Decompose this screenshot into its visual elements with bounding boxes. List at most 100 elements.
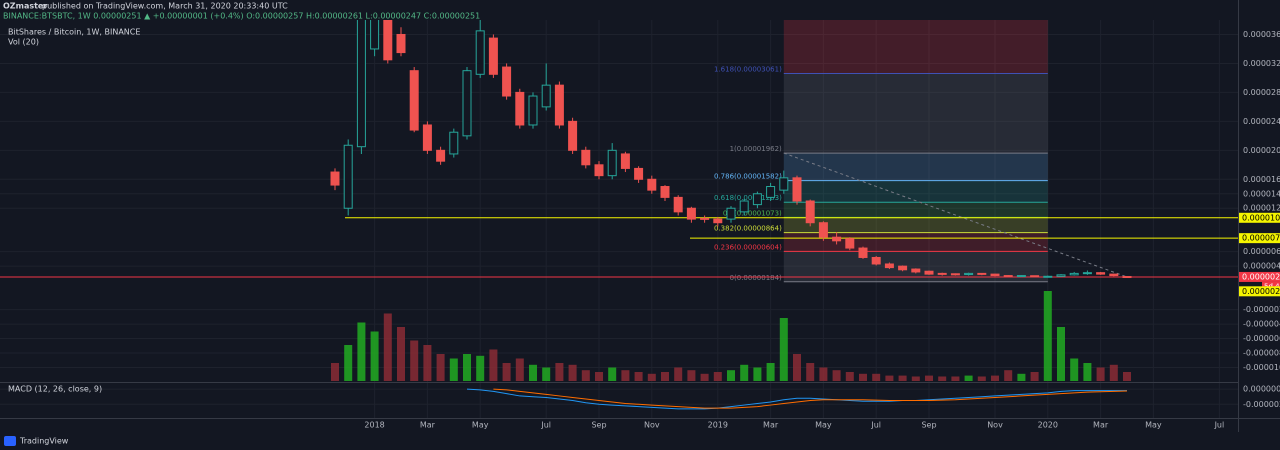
candle-body [1109, 273, 1119, 277]
fib-label: 0.618(0.00001283) [714, 194, 782, 202]
candle-body [1056, 274, 1066, 277]
y-tick-label: -0.00000200 [1243, 305, 1280, 314]
logo[interactable]: TradingView [19, 437, 69, 446]
volume-bar [608, 367, 617, 381]
candle-body [1030, 275, 1040, 278]
volume-bar [951, 376, 960, 381]
y-tick-label: 0.00002000 [1243, 146, 1280, 155]
candle-body [977, 272, 987, 275]
volume-bar [1123, 372, 1131, 381]
author: OZmaster [3, 2, 47, 11]
volume-bar [700, 373, 709, 381]
x-tick-label: Sep [591, 421, 606, 430]
candle-body [1043, 275, 1053, 278]
fib-band [783, 153, 1048, 181]
quote: BINANCE:BTSBTC, 1W 0.00000251 ▲ +0.00000… [3, 12, 480, 21]
volume-bar [581, 370, 590, 381]
volume-bar [397, 327, 405, 381]
candle-body [871, 256, 881, 265]
fib-band [783, 73, 1048, 154]
candle-body [581, 149, 591, 166]
candle-body [937, 272, 947, 275]
macd-label: MACD (12, 26, close, 9) [8, 385, 102, 394]
volume-bar [753, 367, 762, 381]
volume-bar [1043, 291, 1052, 381]
y-tick-label: -0.00000400 [1243, 320, 1280, 329]
volume-bar [885, 375, 894, 381]
volume-bar [925, 375, 933, 381]
y-tick-label: 0.00003600 [1243, 30, 1280, 39]
published: published on TradingView.com, March 31, … [42, 2, 288, 11]
grid [0, 20, 1238, 418]
candle-body [911, 268, 921, 273]
candle-body [845, 238, 855, 249]
volume-bar [819, 367, 828, 381]
y-tick-label: 0.00003200 [1243, 59, 1280, 68]
volume-bar [674, 367, 683, 381]
volume-bar [806, 363, 815, 381]
volume-bar [859, 373, 867, 381]
candle-body [884, 263, 894, 269]
volume-bar [872, 373, 881, 381]
candle-body [858, 247, 868, 258]
candle-body [739, 200, 749, 213]
x-tick-label: 2020 [1038, 421, 1058, 430]
volume-bar [331, 363, 339, 381]
candle-body [779, 177, 789, 191]
macd-line [466, 388, 1127, 410]
candle-body [990, 273, 1000, 277]
candle-body [515, 91, 525, 126]
candle-body [924, 270, 934, 275]
volume-bar [344, 345, 353, 381]
y-tick-label: 0.00000600 [1243, 247, 1280, 256]
volume-bar [542, 367, 551, 381]
candle-body [792, 177, 802, 202]
x-tick-label: Nov [644, 421, 660, 430]
fib-label: 1(0.00001962) [730, 145, 782, 153]
volume-bar [1004, 370, 1013, 381]
candle-body [607, 149, 617, 177]
candle-body [409, 70, 419, 131]
volume-bar [595, 372, 603, 381]
candle-body [594, 164, 604, 177]
footer [0, 432, 1280, 450]
price-tag-label: 0.00000787 [1242, 234, 1280, 243]
volume-bar [449, 358, 458, 381]
fib-band [783, 180, 1048, 203]
candle-body [673, 196, 683, 213]
candle-body [726, 207, 736, 220]
y-tick-label: 0.00001600 [1243, 175, 1280, 184]
price-tag-label: 0.00000251 [1242, 272, 1280, 281]
price-pane: 1.618(0.00003061) 1(0.00001962) 0.786(0.00… [0, 20, 1238, 381]
fib-label: 0.786(0.00001582) [714, 173, 782, 181]
candle-body [752, 193, 762, 206]
y-tick-label: 0.00002800 [1243, 88, 1280, 97]
candle-body [805, 200, 815, 224]
volume-label: Vol (20) [8, 38, 39, 47]
candle-body [370, 20, 380, 50]
price-tag [1239, 286, 1280, 297]
x-tick-label: Mar [420, 421, 436, 430]
volume-bar [1070, 358, 1079, 381]
y-tick-label: -0.00000600 [1243, 334, 1280, 343]
macd-line [493, 388, 1128, 409]
trend-line [783, 152, 1128, 278]
candle-body [700, 217, 710, 220]
candle-body [818, 222, 828, 238]
y-tick-label: 0.00000000 [1243, 385, 1280, 394]
x-tick-label: May [815, 421, 832, 430]
volume-bar [529, 364, 537, 381]
candle-body [541, 84, 551, 108]
volume-bar [502, 363, 511, 381]
candle-body [488, 37, 498, 75]
x-tick-label: Mar [1093, 421, 1109, 430]
fib-label: 0.382(0.00000864) [714, 225, 782, 233]
candle-body [766, 186, 776, 198]
candle-body [1096, 272, 1106, 275]
price-tag [1239, 233, 1280, 244]
x-tick-label: 2019 [708, 421, 728, 430]
volume-bar [832, 370, 841, 381]
volume-bar [779, 318, 788, 381]
candle-body [554, 84, 564, 126]
